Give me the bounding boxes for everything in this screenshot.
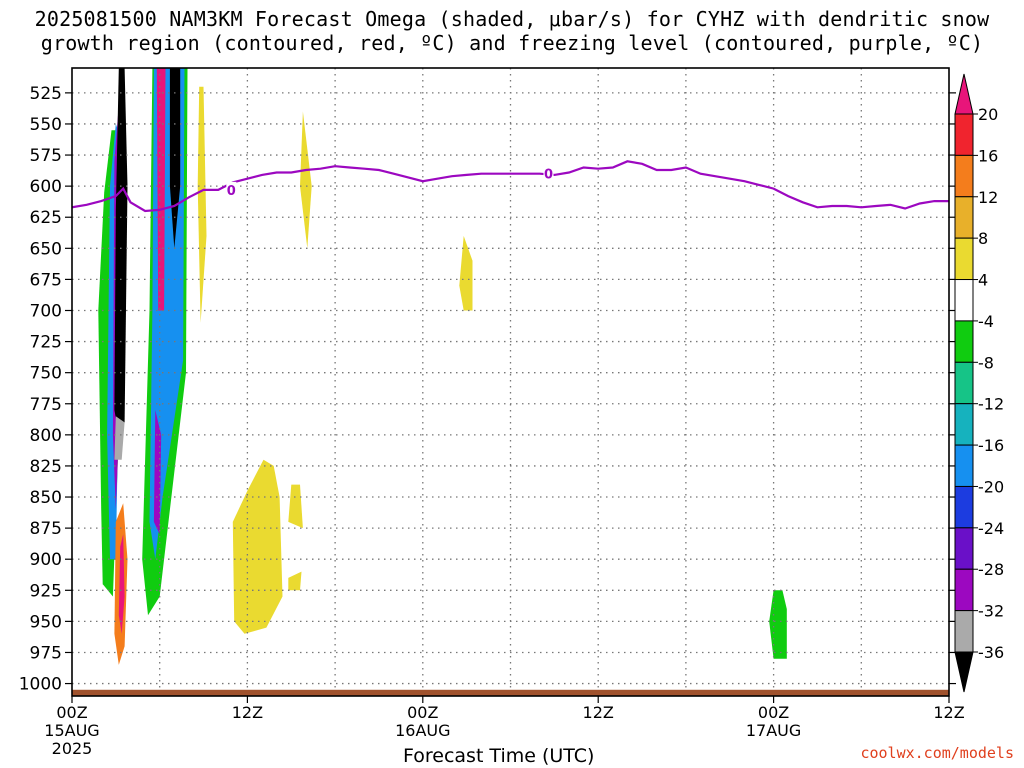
x-tick-label: 00Z xyxy=(56,703,87,722)
y-tick-label: 600 xyxy=(30,177,62,197)
omega-region-4 xyxy=(114,416,125,460)
colorbar-label: 20 xyxy=(978,105,998,124)
colorbar-segment-8 xyxy=(954,444,974,487)
colorbar-label: -20 xyxy=(978,477,1004,496)
omega-region-15 xyxy=(459,235,473,311)
colorbar-segment-11 xyxy=(954,568,974,612)
y-tick-label: 800 xyxy=(30,426,62,446)
plot-frame xyxy=(71,67,950,697)
colorbar-label: -4 xyxy=(978,312,994,331)
y-tick-label: 825 xyxy=(30,457,62,477)
x-tick-label: 12Z xyxy=(232,703,263,722)
colorbar-segment-10 xyxy=(954,527,974,570)
y-tick-label: 575 xyxy=(30,146,62,166)
freezing-level-line xyxy=(72,160,949,213)
x-tick-date: 16AUG xyxy=(395,721,450,740)
colorbar-label: 8 xyxy=(978,229,988,248)
y-tick-label: 775 xyxy=(30,395,62,415)
colorbar-label: -12 xyxy=(978,395,1004,414)
omega-region-10 xyxy=(156,68,166,311)
y-tick-label: 625 xyxy=(30,208,62,228)
omega-region-3 xyxy=(114,68,128,435)
y-tick-label: 975 xyxy=(30,643,62,663)
y-tick-label: 525 xyxy=(30,84,62,104)
x-tick-year: 2025 xyxy=(52,739,93,758)
y-tick-label: 950 xyxy=(30,612,62,632)
y-tick-label: 900 xyxy=(30,550,62,570)
omega-region-16 xyxy=(288,484,303,529)
colorbar-label: -28 xyxy=(978,560,1004,579)
contour-label-bg-1 xyxy=(543,165,554,182)
colorbar-segment-6 xyxy=(954,361,974,405)
colorbar-segment-1 xyxy=(954,154,974,198)
colorbar-legend: 20 16 12 8 4 -4 -8 -12 -16 -20 -24 -28 -32 -36 xyxy=(954,73,1004,693)
colorbar-label: 12 xyxy=(978,188,998,207)
contour-label-bg-0 xyxy=(226,181,237,198)
colorbar-segment-5 xyxy=(954,320,974,363)
surface-band xyxy=(72,689,949,696)
colorbar-segment-9 xyxy=(954,485,974,529)
y-tick-label: 925 xyxy=(30,581,62,601)
colorbar-segment-0 xyxy=(954,113,974,156)
colorbar-label: -32 xyxy=(978,602,1004,621)
x-tick-label: 00Z xyxy=(407,703,438,722)
grid-lines xyxy=(72,68,949,696)
omega-region-18 xyxy=(769,590,787,659)
x-axis-title: Forecast Time (UTC) xyxy=(403,745,595,767)
colorbar-label: -16 xyxy=(978,436,1004,455)
x-tick-date: 15AUG xyxy=(44,721,99,740)
y-tick-label: 550 xyxy=(30,115,62,135)
colorbar-label: -8 xyxy=(978,353,994,372)
colorbar-segment-7 xyxy=(954,403,974,446)
x-tick-label: 12Z xyxy=(933,703,964,722)
freezing-level-contour-label: 0 xyxy=(227,184,236,199)
y-tick-label: 650 xyxy=(30,239,62,259)
colorbar-label: 16 xyxy=(978,146,998,165)
colorbar-label: 4 xyxy=(978,271,988,290)
omega-region-12 xyxy=(197,86,207,323)
y-axis-pressure-labels: 525 550 575 600 625 650 675 700 725 750 775 800 825 8… xyxy=(19,84,956,695)
omega-region-13 xyxy=(300,111,312,249)
freezing-level-contour-label: 0 xyxy=(544,168,553,183)
y-tick-label: 850 xyxy=(30,488,62,508)
colorbar-bottom-arrow xyxy=(954,651,974,693)
colorbar-top-arrow xyxy=(954,73,974,115)
website-credit: coolwx.com/models xyxy=(860,744,1014,762)
omega-region-17 xyxy=(288,571,302,591)
y-tick-label: 750 xyxy=(30,364,62,384)
x-tick-date: 17AUG xyxy=(746,721,801,740)
terrain-surface xyxy=(72,689,949,696)
colorbar-segment-4 xyxy=(954,279,974,322)
colorbar-label: -36 xyxy=(978,643,1004,662)
colorbar-segment-12 xyxy=(954,610,974,653)
plot-border xyxy=(71,67,950,697)
y-tick-label: 725 xyxy=(30,333,62,353)
colorbar-label: -24 xyxy=(978,519,1004,538)
colorbar-segment-2 xyxy=(954,196,974,239)
y-tick-label: 1000 xyxy=(19,675,62,695)
freezing-level-contour: 00 xyxy=(72,160,949,213)
chart-title-line-2: growth region (contoured, red, ºC) and f… xyxy=(40,31,984,55)
colorbar-segment-3 xyxy=(954,237,974,281)
y-tick-label: 700 xyxy=(30,301,62,321)
y-tick-label: 875 xyxy=(30,519,62,539)
x-tick-label: 00Z xyxy=(758,703,789,722)
x-tick-label: 12Z xyxy=(583,703,614,722)
y-tick-label: 675 xyxy=(30,270,62,290)
chart-title-line-1: 2025081500 NAM3KM Forecast Omega (shaded… xyxy=(34,7,990,31)
